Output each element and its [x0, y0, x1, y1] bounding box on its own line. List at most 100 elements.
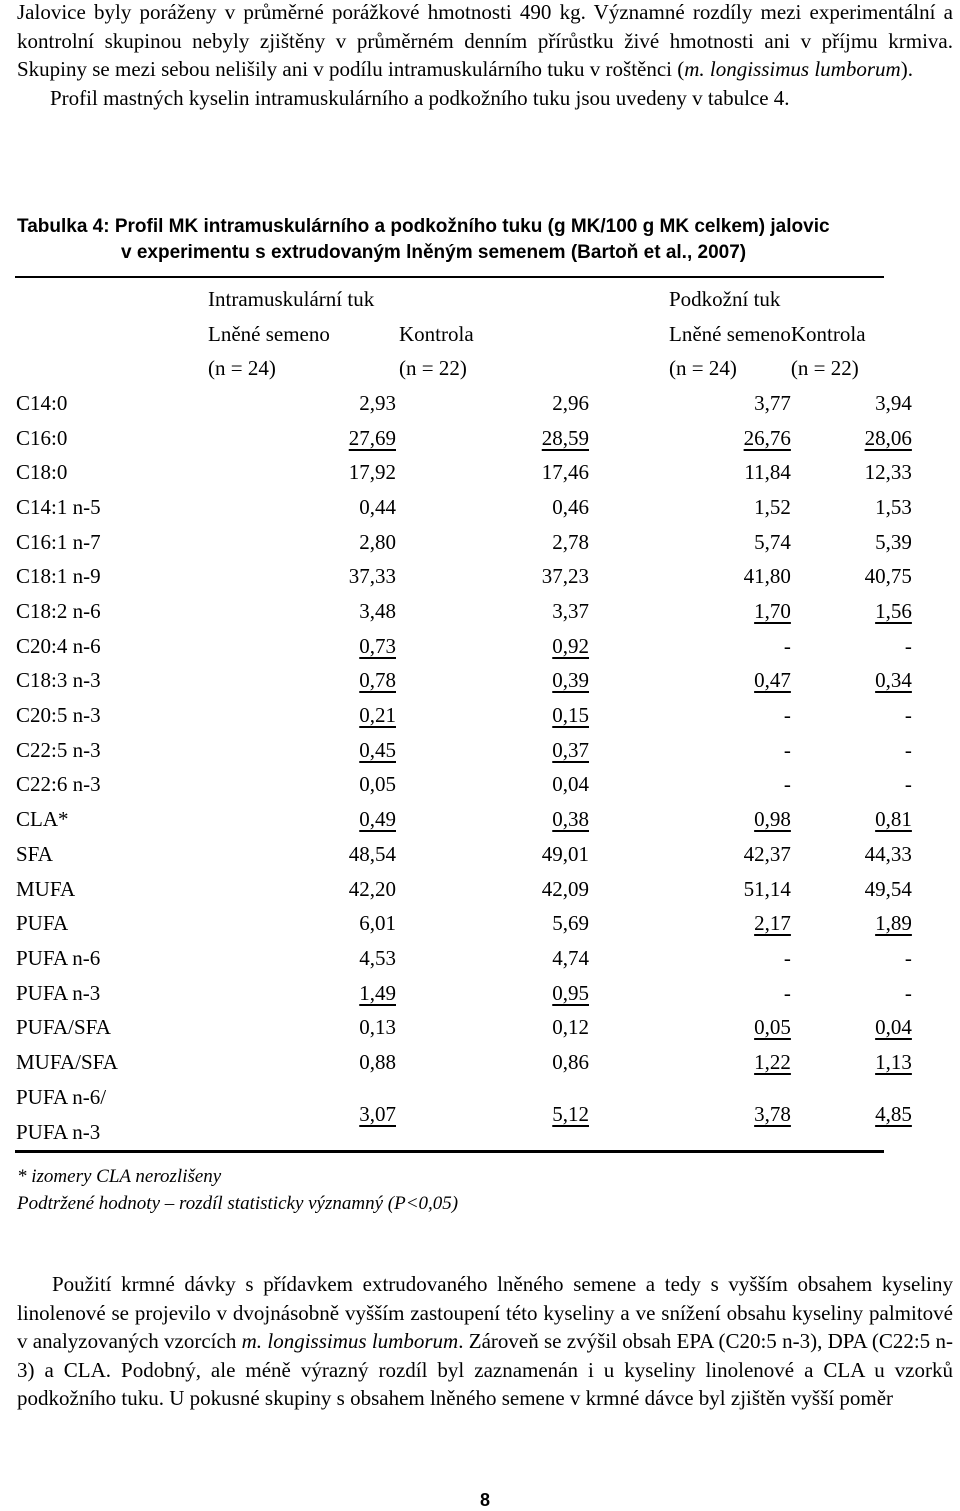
row-label: C22:6 n-3 — [16, 772, 101, 797]
value-flax-subcut: 2,17 — [754, 911, 791, 936]
value-control-intra: 28,59 — [541, 425, 589, 450]
row-label-line-2: PUFA n-3 — [16, 1119, 101, 1144]
value-flax-intra: 0,78 — [359, 668, 396, 693]
value-control-subcut: - — [904, 737, 912, 762]
value-control-intra: 5,12 — [552, 1102, 589, 1127]
row-label: PUFA — [16, 911, 69, 936]
value-control-intra: 4,74 — [552, 945, 589, 970]
value-flax-subcut: 1,70 — [754, 599, 791, 624]
value-flax-subcut: - — [783, 945, 791, 970]
value-control-subcut: 0,04 — [875, 1015, 912, 1040]
value-flax-subcut: 0,98 — [754, 807, 791, 832]
value-flax-intra: 0,21 — [359, 703, 396, 728]
value-flax-intra: 48,54 — [348, 841, 396, 866]
row-label: PUFA n-3 — [16, 980, 101, 1005]
outro-paragraph: Použití krmné dávky s přídavkem extrudov… — [17, 1270, 953, 1413]
value-flax-subcut: - — [783, 703, 791, 728]
value-flax-intra: 6,01 — [359, 911, 396, 936]
table-row: PUFA/SFA 0,13 0,12 0,05 0,04 — [15, 1010, 912, 1045]
note-underline: Podtržené hodnoty – rozdíl statisticky v… — [17, 1193, 459, 1214]
value-control-subcut: 28,06 — [864, 425, 912, 450]
value-flax-intra: 3,48 — [359, 599, 396, 624]
outro-latin-term: m. longissimus lumborum — [241, 1329, 459, 1353]
intro-latin-term: m. longissimus lumborum — [684, 57, 901, 81]
header-control-subcut: Kontrola — [790, 321, 866, 346]
row-label: PUFA n-6 — [16, 945, 101, 970]
value-control-subcut: - — [904, 980, 912, 1005]
value-control-intra: 0,37 — [552, 737, 589, 762]
value-flax-intra: 2,80 — [359, 529, 396, 554]
value-flax-intra: 0,44 — [359, 494, 396, 519]
row-label: MUFA — [16, 876, 76, 901]
intro-paragraph: Jalovice byly poráženy v průměrné porážk… — [17, 0, 953, 112]
value-control-intra: 0,12 — [552, 1015, 589, 1040]
value-control-intra: 0,04 — [552, 772, 589, 797]
page-number: 8 — [479, 1490, 490, 1510]
row-label: C18:1 n-9 — [16, 564, 101, 589]
table-row: C14:0 2,93 2,96 3,77 3,94 — [15, 386, 912, 421]
value-flax-subcut: 1,22 — [754, 1049, 791, 1074]
row-label: CLA* — [16, 807, 69, 832]
value-control-intra: 3,37 — [552, 599, 589, 624]
value-control-intra: 0,39 — [552, 668, 589, 693]
table-row: SFA 48,54 49,01 42,37 44,33 — [15, 837, 912, 872]
row-label: C20:4 n-6 — [16, 633, 101, 658]
header-n-flax-intra: (n = 24) — [208, 356, 276, 381]
table-row: C18:0 17,92 17,46 11,84 12,33 — [15, 455, 912, 490]
value-control-subcut: 49,54 — [864, 876, 912, 901]
value-control-subcut: - — [904, 633, 912, 658]
value-flax-subcut: - — [783, 772, 791, 797]
value-control-subcut: 44,33 — [864, 841, 912, 866]
row-label: C14:1 n-5 — [16, 494, 101, 519]
table-row: MUFA/SFA 0,88 0,86 1,22 1,13 — [15, 1045, 912, 1080]
value-flax-subcut: 5,74 — [754, 529, 791, 554]
value-flax-subcut: 0,47 — [754, 668, 791, 693]
value-flax-intra: 0,05 — [359, 772, 396, 797]
table-row: C22:6 n-3 0,05 0,04 - - — [15, 768, 912, 803]
row-label-line-1: PUFA n-6/ — [16, 1085, 107, 1110]
value-control-subcut: 40,75 — [864, 564, 912, 589]
row-label: C22:5 n-3 — [16, 737, 101, 762]
table-row: C14:1 n-5 0,44 0,46 1,52 1,53 — [15, 490, 912, 525]
value-control-subcut: 5,39 — [875, 529, 912, 554]
header-row-groups: Intramuskulární tuk Podkožní tuk — [15, 282, 912, 317]
value-flax-subcut: 11,84 — [744, 460, 791, 485]
value-flax-subcut: 41,80 — [743, 564, 791, 589]
row-label: C18:3 n-3 — [16, 668, 101, 693]
value-control-subcut: - — [904, 772, 912, 797]
value-control-subcut: 0,34 — [875, 668, 912, 693]
table-row: CLA* 0,49 0,38 0,98 0,81 — [15, 802, 912, 837]
outro-text-a: Použití krmné dávky s přídavkem extrudov… — [17, 1272, 953, 1353]
value-control-subcut: - — [904, 945, 912, 970]
intro-text-end: ). — [900, 57, 913, 81]
value-flax-subcut: 1,52 — [754, 494, 791, 519]
row-label: C14:0 — [16, 390, 68, 415]
value-control-intra: 42,09 — [541, 876, 589, 901]
value-control-intra: 37,23 — [541, 564, 589, 589]
value-flax-subcut: 26,76 — [743, 425, 791, 450]
row-label: PUFA/SFA — [16, 1015, 111, 1040]
value-control-subcut: 0,81 — [875, 807, 912, 832]
row-label: SFA — [16, 841, 53, 866]
intro-text: Jalovice byly poráženy v průměrné porážk… — [17, 0, 953, 81]
caption-line-1: Tabulka 4: Profil MK intramuskulárního a… — [17, 216, 830, 237]
note-cla: * izomery CLA nerozlišeny — [17, 1166, 222, 1187]
value-control-intra: 0,92 — [552, 633, 589, 658]
value-flax-subcut: - — [783, 633, 791, 658]
value-flax-subcut: 51,14 — [743, 876, 791, 901]
value-flax-intra: 37,33 — [348, 564, 396, 589]
value-flax-intra: 4,53 — [359, 945, 396, 970]
value-control-intra: 0,38 — [552, 807, 589, 832]
value-control-subcut: 4,85 — [875, 1102, 912, 1127]
value-control-subcut: 12,33 — [864, 460, 912, 485]
value-flax-subcut: 3,78 — [754, 1102, 791, 1127]
row-label: C18:2 n-6 — [16, 599, 101, 624]
value-control-intra: 5,69 — [552, 911, 589, 936]
row-label: C16:0 — [16, 425, 68, 450]
row-label: PUFA n-6/PUFA n-3 — [15, 1080, 206, 1150]
table-notes: * izomery CLA nerozlišeny Podtržené hodn… — [17, 1163, 458, 1217]
value-flax-subcut: 42,37 — [743, 841, 791, 866]
value-control-subcut: 1,56 — [875, 599, 912, 624]
value-flax-intra: 1,49 — [359, 980, 396, 1005]
row-label: C18:0 — [16, 460, 68, 485]
